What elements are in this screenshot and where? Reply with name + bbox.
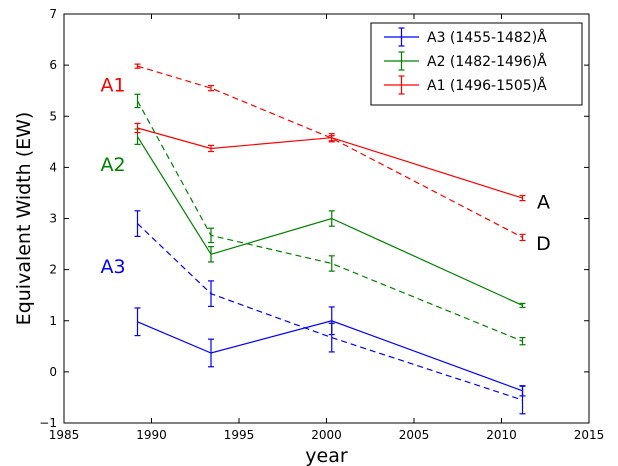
x-axis-title: year bbox=[305, 445, 348, 466]
error-bar bbox=[208, 338, 214, 368]
error-bar bbox=[208, 227, 214, 244]
annotation-d: D bbox=[536, 233, 551, 255]
y-tick-label: 0 bbox=[49, 365, 57, 379]
axis-ticks: 1985 1990 1995 2000 2005 2010 2015 −1 0 1 2 3 4 5 6 7 bbox=[39, 7, 604, 442]
error-bar bbox=[134, 63, 141, 69]
series-line bbox=[137, 127, 523, 199]
x-tick-label: 1990 bbox=[136, 428, 167, 442]
error-bar bbox=[134, 210, 141, 237]
error-bar bbox=[328, 322, 335, 353]
x-tick-label: 2010 bbox=[486, 428, 517, 442]
series-4 bbox=[134, 93, 526, 346]
legend-label: A3 (1455-1482)Å bbox=[427, 29, 547, 46]
series-5 bbox=[134, 63, 526, 242]
error-bar bbox=[208, 144, 214, 153]
y-tick-label: 4 bbox=[49, 160, 57, 174]
legend-handle bbox=[384, 51, 419, 71]
annotation-a1: A1 bbox=[100, 75, 125, 97]
error-bar bbox=[208, 84, 214, 92]
annotation-a3: A3 bbox=[100, 256, 125, 278]
error-bar bbox=[208, 246, 214, 263]
y-tick-label: 5 bbox=[49, 109, 57, 123]
series-line bbox=[136, 100, 523, 342]
series-3 bbox=[134, 210, 526, 415]
y-tick-label: 6 bbox=[49, 58, 57, 72]
series-line bbox=[137, 65, 523, 238]
error-bar bbox=[208, 280, 214, 308]
y-tick-label: −1 bbox=[39, 416, 57, 430]
legend-label: A1 (1496-1505)Å bbox=[427, 77, 547, 94]
x-tick-label: 1995 bbox=[224, 428, 255, 442]
annotation-a2: A2 bbox=[100, 154, 125, 176]
y-axis-title: Equivalent Width (EW) bbox=[13, 112, 35, 326]
x-tick-label: 2015 bbox=[574, 428, 605, 442]
error-bar bbox=[134, 122, 141, 134]
legend-label: A2 (1482-1496)Å bbox=[427, 53, 547, 70]
series-line bbox=[136, 136, 523, 306]
legend-box bbox=[370, 22, 583, 106]
legend: A3 (1455-1482)Å A2 (1482-1496)Å A1 (1496-1… bbox=[370, 22, 583, 106]
error-bar bbox=[328, 255, 335, 272]
y-tick-label: 1 bbox=[49, 314, 57, 328]
data-marks bbox=[134, 63, 526, 415]
error-bar bbox=[519, 337, 526, 346]
x-tick-label: 2000 bbox=[311, 428, 342, 442]
series-line bbox=[137, 223, 523, 401]
annotation-a: A bbox=[537, 192, 550, 214]
series-1 bbox=[134, 128, 526, 309]
series-2 bbox=[134, 122, 526, 202]
error-bar bbox=[519, 385, 526, 415]
error-bar bbox=[328, 210, 335, 227]
legend-handle bbox=[384, 27, 419, 47]
y-tick-label: 3 bbox=[49, 212, 57, 226]
x-tick-label: 2005 bbox=[399, 428, 430, 442]
error-bar bbox=[519, 194, 526, 202]
error-bar bbox=[134, 93, 141, 109]
y-tick-label: 7 bbox=[49, 7, 57, 21]
x-tick-label: 1985 bbox=[49, 428, 80, 442]
series-line bbox=[137, 320, 523, 392]
y-tick-label: 2 bbox=[49, 263, 57, 277]
error-bar bbox=[519, 302, 526, 309]
error-bar bbox=[134, 307, 141, 337]
error-bar bbox=[328, 135, 335, 142]
legend-handle bbox=[384, 75, 419, 95]
error-bar bbox=[519, 233, 526, 242]
annotations: A1 A2 A3 AD bbox=[100, 75, 550, 278]
